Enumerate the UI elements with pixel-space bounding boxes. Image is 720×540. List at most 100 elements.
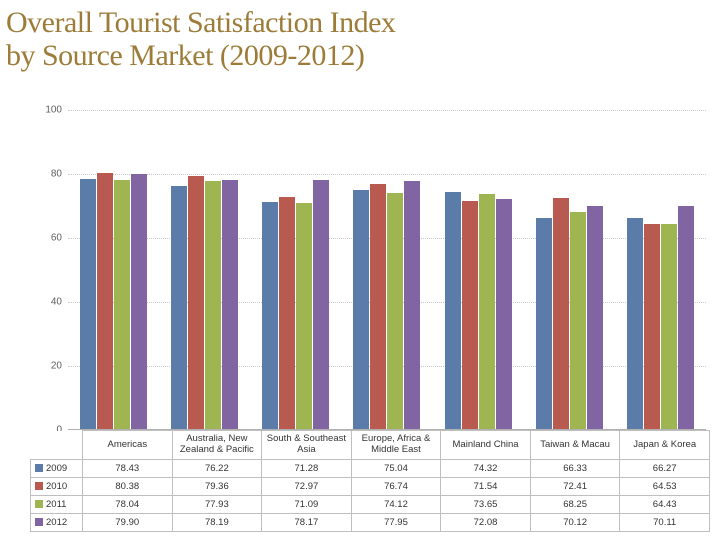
- data-table: AmericasAustralia, New Zealand & Pacific…: [30, 430, 710, 532]
- bar: [370, 184, 386, 430]
- table-column-header: South & Southeast Asia: [262, 431, 352, 460]
- table-cell: 72.97: [262, 478, 352, 496]
- table-cell: 71.09: [262, 496, 352, 514]
- bar: [80, 179, 96, 430]
- legend-swatch: [35, 482, 43, 490]
- bar: [570, 212, 586, 430]
- bar-group: [341, 110, 432, 430]
- y-tick-label: 100: [30, 105, 62, 116]
- series-label: 2009: [46, 463, 67, 474]
- table-cell: 70.11: [620, 514, 710, 532]
- table-column-header: Americas: [83, 431, 173, 460]
- table-cell: 77.95: [351, 514, 441, 532]
- chart-title: Overall Tourist Satisfaction Index by So…: [0, 0, 720, 74]
- table-cell: 66.33: [530, 460, 620, 478]
- bar: [553, 198, 569, 430]
- bar: [353, 190, 369, 430]
- series-label-cell: 2012: [31, 514, 83, 532]
- data-table-wrap: AmericasAustralia, New Zealand & Pacific…: [30, 430, 710, 532]
- table-corner: [31, 431, 83, 460]
- table-row: 2009 78.4376.2271.2875.0474.3266.3366.27: [31, 460, 710, 478]
- plot-area: [68, 110, 706, 430]
- series-label-cell: 2011: [31, 496, 83, 514]
- series-label-cell: 2009: [31, 460, 83, 478]
- bar: [114, 180, 130, 430]
- table-cell: 68.25: [530, 496, 620, 514]
- table-column-header: Taiwan & Macau: [530, 431, 620, 460]
- legend-swatch: [35, 464, 43, 472]
- y-tick-label: 80: [30, 169, 62, 180]
- bar: [661, 224, 677, 430]
- legend-swatch: [35, 518, 43, 526]
- title-line-2: by Source Market (2009-2012): [6, 39, 364, 72]
- table-row: 2010 80.3879.3672.9776.7471.5472.4164.53: [31, 478, 710, 496]
- bar: [462, 201, 478, 430]
- bar: [222, 180, 238, 430]
- table-cell: 64.43: [620, 496, 710, 514]
- chart-area: 020406080100: [30, 110, 710, 430]
- table-cell: 75.04: [351, 460, 441, 478]
- series-label: 2012: [46, 517, 67, 528]
- y-tick-label: 40: [30, 297, 62, 308]
- table-cell: 66.27: [620, 460, 710, 478]
- table-cell: 80.38: [83, 478, 173, 496]
- bar: [404, 181, 420, 430]
- bar: [479, 194, 495, 430]
- table-cell: 71.28: [262, 460, 352, 478]
- table-cell: 70.12: [530, 514, 620, 532]
- y-tick-label: 60: [30, 233, 62, 244]
- bar: [188, 176, 204, 430]
- table-cell: 72.08: [441, 514, 531, 532]
- legend-swatch: [35, 500, 43, 508]
- table-cell: 78.17: [262, 514, 352, 532]
- bar-groups: [68, 110, 706, 430]
- bar-group: [433, 110, 524, 430]
- bar: [627, 218, 643, 430]
- table-column-header: Mainland China: [441, 431, 531, 460]
- table-cell: 79.90: [83, 514, 173, 532]
- series-label: 2011: [46, 499, 66, 510]
- bar: [313, 180, 329, 430]
- bar: [205, 181, 221, 430]
- bar: [279, 197, 295, 431]
- title-line-1: Overall Tourist Satisfaction Index: [6, 6, 395, 39]
- bar: [296, 203, 312, 430]
- bar: [131, 174, 147, 430]
- bar: [262, 202, 278, 430]
- table-cell: 73.65: [441, 496, 531, 514]
- table-cell: 79.36: [172, 478, 262, 496]
- table-cell: 78.19: [172, 514, 262, 532]
- bar-group: [524, 110, 615, 430]
- table-cell: 74.32: [441, 460, 531, 478]
- table-column-header: Europe, Africa & Middle East: [351, 431, 441, 460]
- bar: [97, 173, 113, 430]
- bar: [644, 224, 660, 430]
- y-tick-label: 20: [30, 361, 62, 372]
- table-cell: 71.54: [441, 478, 531, 496]
- bar: [496, 199, 512, 430]
- bar-group: [615, 110, 706, 430]
- table-row: 2011 78.0477.9371.0974.1273.6568.2564.43: [31, 496, 710, 514]
- series-label-cell: 2010: [31, 478, 83, 496]
- table-cell: 74.12: [351, 496, 441, 514]
- bar: [587, 206, 603, 430]
- bar: [387, 193, 403, 430]
- bar: [171, 186, 187, 430]
- table-column-header: Japan & Korea: [620, 431, 710, 460]
- bar: [445, 192, 461, 430]
- bar-group: [68, 110, 159, 430]
- table-cell: 77.93: [172, 496, 262, 514]
- table-cell: 78.04: [83, 496, 173, 514]
- table-row: 2012 79.9078.1978.1777.9572.0870.1270.11: [31, 514, 710, 532]
- bar: [536, 218, 552, 430]
- table-cell: 78.43: [83, 460, 173, 478]
- bar-group: [159, 110, 250, 430]
- table-cell: 76.22: [172, 460, 262, 478]
- table-column-header: Australia, New Zealand & Pacific: [172, 431, 262, 460]
- table-cell: 64.53: [620, 478, 710, 496]
- bar-group: [250, 110, 341, 430]
- table-cell: 76.74: [351, 478, 441, 496]
- bar: [678, 206, 694, 430]
- series-label: 2010: [46, 481, 67, 492]
- table-cell: 72.41: [530, 478, 620, 496]
